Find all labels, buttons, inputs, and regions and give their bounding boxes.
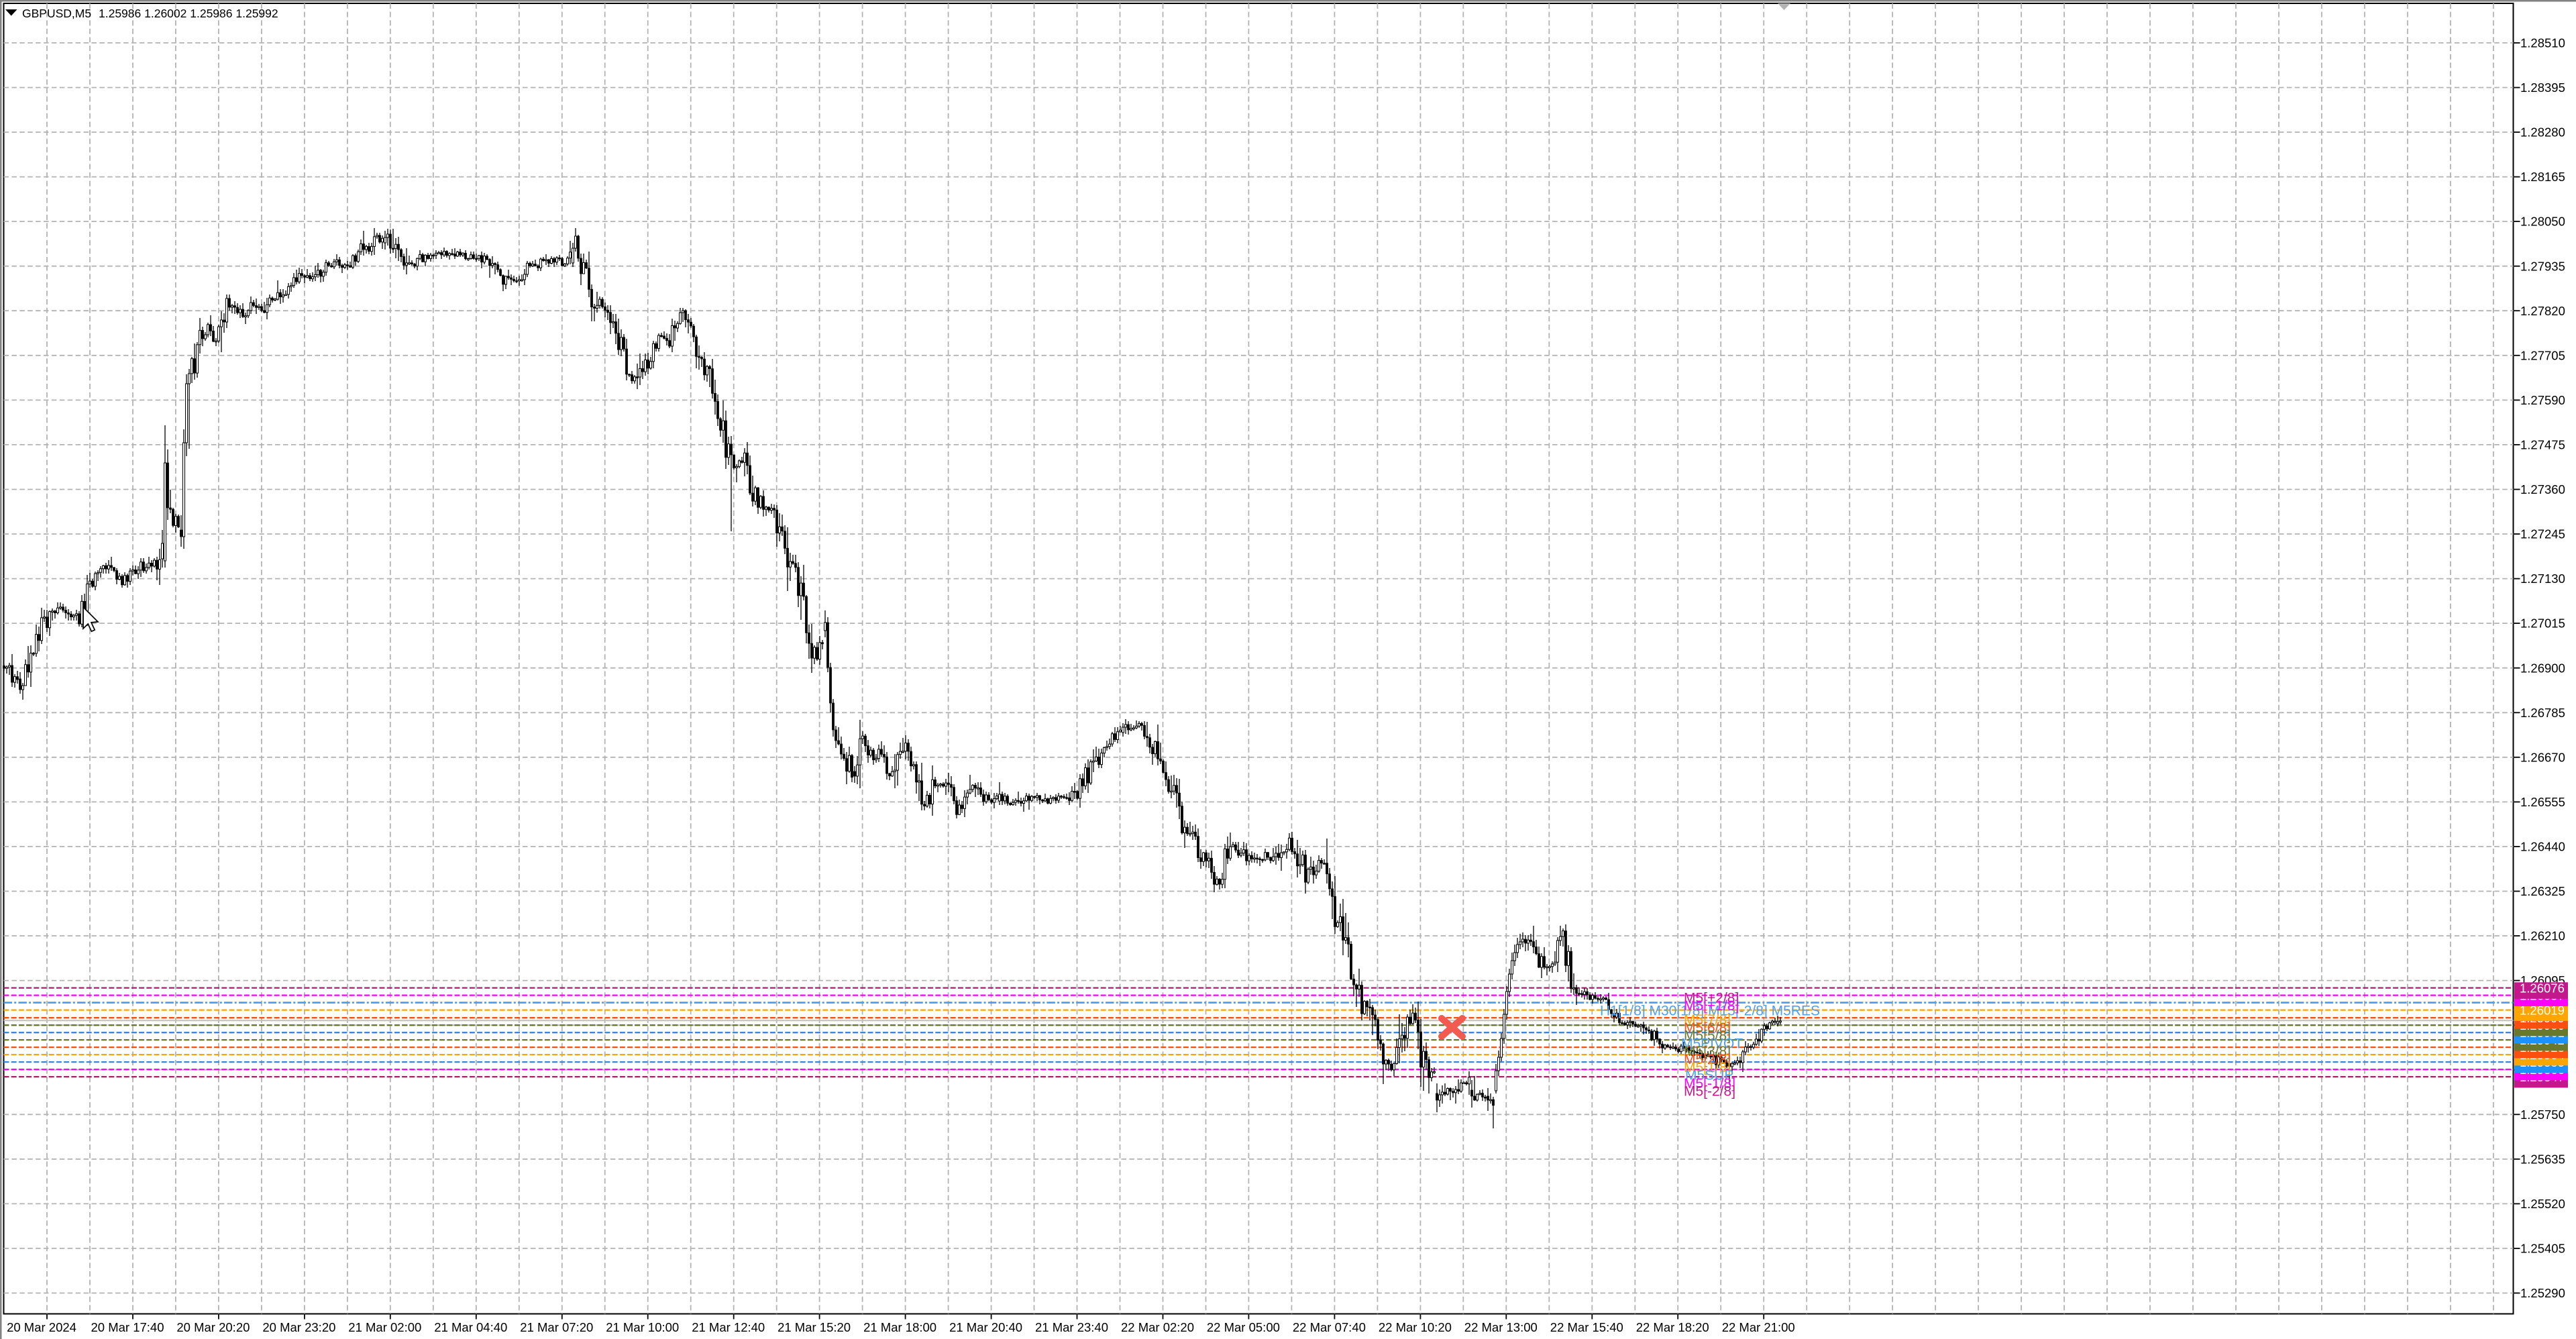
svg-text:21 Mar 12:40: 21 Mar 12:40	[692, 1320, 765, 1334]
svg-text:M5[-1/8]: M5[-1/8]	[1684, 1076, 1735, 1091]
svg-text:M5[5/8]: M5[5/8]	[1684, 1028, 1731, 1044]
svg-text:M5[3/8]: M5[3/8]	[1684, 1044, 1731, 1059]
svg-text:H1[1/8] M30[1/8] M15[-2/8] M5R: H1[1/8] M30[1/8] M15[-2/8] M5RES	[1600, 1004, 1820, 1019]
svg-text:1.26076: 1.26076	[2520, 981, 2565, 995]
svg-text:1.28510: 1.28510	[2520, 36, 2565, 50]
svg-text:21 Mar 10:00: 21 Mar 10:00	[606, 1320, 679, 1334]
svg-text:20 Mar 2024: 20 Mar 2024	[7, 1320, 76, 1334]
svg-text:20 Mar 20:20: 20 Mar 20:20	[176, 1320, 250, 1334]
svg-text:1.28395: 1.28395	[2520, 81, 2565, 95]
svg-text:1.25750: 1.25750	[2520, 1108, 2565, 1122]
svg-text:1.25290: 1.25290	[2520, 1286, 2565, 1300]
svg-text:1.25986 1.26002 1.25986 1.2599: 1.25986 1.26002 1.25986 1.25992	[99, 7, 278, 20]
svg-text:21 Mar 04:40: 21 Mar 04:40	[434, 1320, 507, 1334]
svg-text:M5[+2/8]: M5[+2/8]	[1684, 991, 1739, 1006]
svg-text:M5[1/8]: M5[1/8]	[1684, 1060, 1731, 1075]
svg-text:22 Mar 02:20: 22 Mar 02:20	[1121, 1320, 1194, 1334]
svg-text:1.27245: 1.27245	[2520, 527, 2565, 541]
svg-text:M5[+1/8]: M5[+1/8]	[1684, 998, 1739, 1014]
svg-text:1.26785: 1.26785	[2520, 706, 2565, 720]
svg-text:1.27015: 1.27015	[2520, 617, 2565, 631]
svg-text:1.26325: 1.26325	[2520, 884, 2565, 898]
svg-text:22 Mar 13:00: 22 Mar 13:00	[1464, 1320, 1538, 1334]
svg-text:1.28280: 1.28280	[2520, 125, 2565, 140]
svg-text:1.27475: 1.27475	[2520, 438, 2565, 452]
svg-text:1.27130: 1.27130	[2520, 572, 2565, 586]
svg-text:M5PIVOT: M5PIVOT	[1681, 1036, 1743, 1052]
svg-text:1.27590: 1.27590	[2520, 393, 2565, 407]
svg-text:1.26440: 1.26440	[2520, 840, 2565, 854]
svg-text:21 Mar 07:20: 21 Mar 07:20	[520, 1320, 593, 1334]
svg-text:22 Mar 10:20: 22 Mar 10:20	[1379, 1320, 1452, 1334]
svg-text:22 Mar 07:40: 22 Mar 07:40	[1293, 1320, 1366, 1334]
svg-text:1.27360: 1.27360	[2520, 482, 2565, 496]
svg-text:1.27820: 1.27820	[2520, 304, 2565, 318]
svg-text:1.28050: 1.28050	[2520, 215, 2565, 229]
svg-text:1.25635: 1.25635	[2520, 1152, 2565, 1166]
svg-text:1.25520: 1.25520	[2520, 1197, 2565, 1211]
svg-text:21 Mar 15:20: 21 Mar 15:20	[777, 1320, 851, 1334]
svg-text:1.27705: 1.27705	[2520, 348, 2565, 362]
svg-text:M5[7/8]: M5[7/8]	[1684, 1012, 1731, 1028]
svg-text:21 Mar 23:40: 21 Mar 23:40	[1035, 1320, 1108, 1334]
svg-text:1.26555: 1.26555	[2520, 795, 2565, 809]
svg-text:GBPUSD,M5: GBPUSD,M5	[22, 7, 91, 20]
svg-text:1.26210: 1.26210	[2520, 929, 2565, 943]
svg-text:1.26019: 1.26019	[2520, 1003, 2565, 1017]
svg-text:1.26670: 1.26670	[2520, 750, 2565, 764]
svg-text:22 Mar 05:00: 22 Mar 05:00	[1207, 1320, 1280, 1334]
svg-text:M5[-2/8]: M5[-2/8]	[1684, 1084, 1735, 1100]
svg-text:M5SUP: M5SUP	[1685, 1068, 1733, 1083]
svg-text:21 Mar 20:40: 21 Mar 20:40	[949, 1320, 1022, 1334]
svg-text:22 Mar 18:20: 22 Mar 18:20	[1636, 1320, 1709, 1334]
svg-text:1.26900: 1.26900	[2520, 661, 2565, 675]
svg-text:22 Mar 15:40: 22 Mar 15:40	[1550, 1320, 1623, 1334]
svg-text:1.25405: 1.25405	[2520, 1242, 2565, 1256]
svg-text:1.28165: 1.28165	[2520, 170, 2565, 184]
svg-text:M5[6/8]: M5[6/8]	[1684, 1020, 1731, 1036]
svg-text:20 Mar 23:20: 20 Mar 23:20	[262, 1320, 335, 1334]
svg-text:21 Mar 18:00: 21 Mar 18:00	[863, 1320, 936, 1334]
svg-text:22 Mar 21:00: 22 Mar 21:00	[1722, 1320, 1795, 1334]
svg-text:21 Mar 02:00: 21 Mar 02:00	[348, 1320, 421, 1334]
svg-text:20 Mar 17:40: 20 Mar 17:40	[91, 1320, 164, 1334]
svg-text:1.27935: 1.27935	[2520, 259, 2565, 273]
svg-text:M5[2/8]: M5[2/8]	[1684, 1052, 1731, 1067]
